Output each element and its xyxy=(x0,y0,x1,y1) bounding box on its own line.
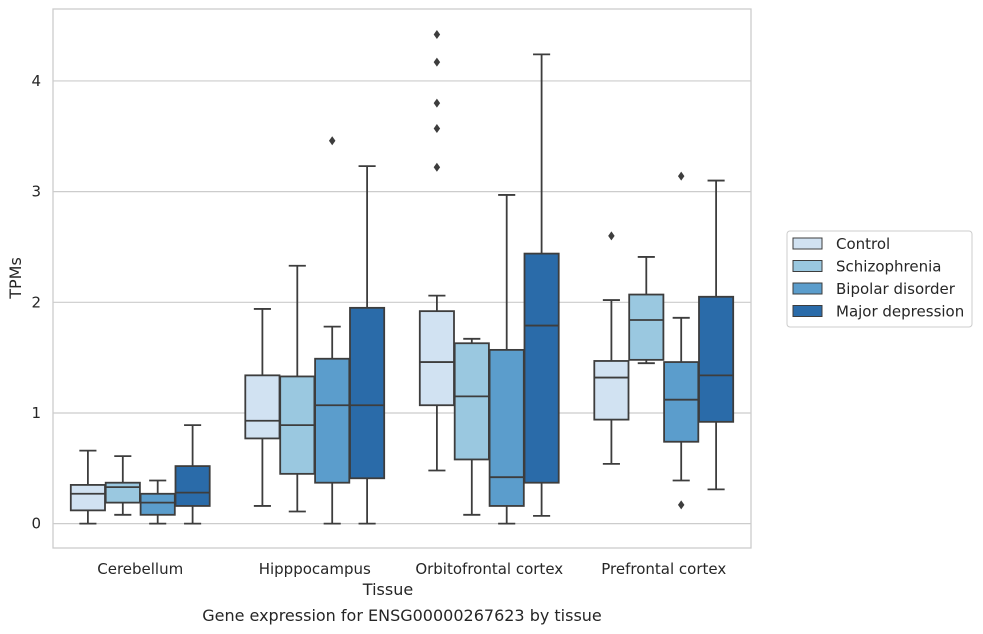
outlier-point xyxy=(328,136,336,146)
iqr-box xyxy=(523,252,560,484)
outlier-point xyxy=(433,98,441,108)
outlier-point xyxy=(608,231,615,241)
iqr-box xyxy=(663,361,700,443)
outlier-point xyxy=(677,171,685,181)
box-major-depression xyxy=(523,53,560,517)
y-axis-title: TPMs xyxy=(6,257,25,300)
iqr-box xyxy=(69,484,106,512)
plot-frame xyxy=(52,8,752,549)
legend-swatch xyxy=(792,282,823,295)
iqr-box xyxy=(314,357,351,484)
iqr-box xyxy=(104,481,141,504)
box-major-depression xyxy=(698,179,735,491)
box-schizophrenia xyxy=(279,264,316,513)
x-tick-label: Orbitofrontal cortex xyxy=(415,560,563,578)
box-control xyxy=(69,449,106,525)
box-bipolar-disorder xyxy=(314,136,351,525)
box-bipolar-disorder xyxy=(139,479,176,525)
legend-frame xyxy=(786,230,973,328)
x-axis-title: Tissue xyxy=(362,580,413,599)
iqr-box xyxy=(698,295,735,423)
x-tick-label: Prefrontal cortex xyxy=(601,560,726,578)
y-tick-labels: 0 1 2 3 4 xyxy=(31,72,41,533)
iqr-box xyxy=(453,342,490,461)
legend-items: Control Schizophrenia Bipolar disorder Majo… xyxy=(792,235,964,321)
chart-caption: Gene expression for ENSG00000267623 by t… xyxy=(202,606,602,625)
y-tick-label: 0 xyxy=(31,515,41,533)
outlier-point xyxy=(433,57,441,67)
x-tick-label: Hipppocampus xyxy=(259,560,371,578)
iqr-box xyxy=(593,360,630,421)
iqr-box xyxy=(488,348,525,507)
legend-swatch xyxy=(792,260,823,272)
x-tick-labels: Cerebellum Hipppocampus Orbitofrontal cort… xyxy=(97,560,726,578)
box-major-depression xyxy=(349,165,386,525)
outlier-point xyxy=(433,162,441,172)
legend-label: Major depression xyxy=(836,303,964,321)
iqr-box xyxy=(418,310,455,407)
x-tick-label: Cerebellum xyxy=(97,560,183,578)
legend-label: Bipolar disorder xyxy=(836,280,956,298)
iqr-box xyxy=(174,465,211,507)
box-control xyxy=(244,308,281,507)
y-tick-label: 1 xyxy=(31,404,41,422)
iqr-box xyxy=(349,306,386,480)
box-control xyxy=(418,29,455,472)
y-tick-label: 4 xyxy=(31,72,41,90)
legend: Control Schizophrenia Bipolar disorder Majo… xyxy=(786,230,973,328)
legend-swatch xyxy=(792,305,823,317)
box-control xyxy=(593,231,630,465)
outlier-point xyxy=(677,500,685,510)
box-series xyxy=(69,29,735,525)
box-schizophrenia xyxy=(453,337,490,516)
outlier-point xyxy=(433,124,441,134)
y-tick-label: 2 xyxy=(31,293,41,311)
legend-label: Schizophrenia xyxy=(836,258,941,276)
y-tick-label: 3 xyxy=(31,183,41,201)
box-bipolar-disorder xyxy=(663,171,700,510)
iqr-box xyxy=(628,293,665,361)
box-schizophrenia xyxy=(628,256,665,365)
legend-swatch xyxy=(792,237,823,250)
box-major-depression xyxy=(174,424,211,525)
outlier-point xyxy=(433,29,441,39)
iqr-box xyxy=(244,374,281,440)
iqr-box xyxy=(139,492,176,516)
legend-label: Control xyxy=(836,235,890,253)
box-schizophrenia xyxy=(104,455,141,516)
